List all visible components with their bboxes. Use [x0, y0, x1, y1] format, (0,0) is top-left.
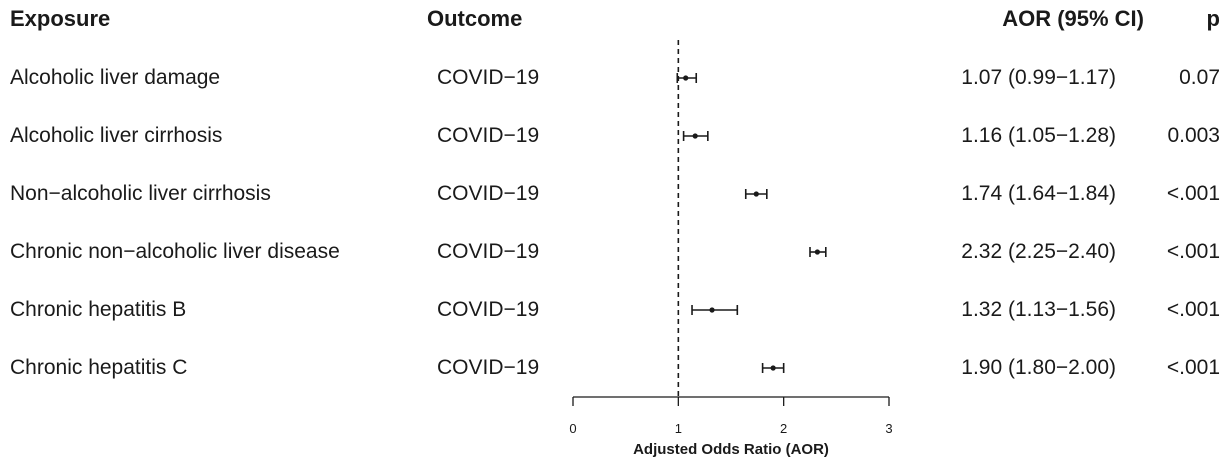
p-value-cell: <.001	[1166, 240, 1220, 263]
point-estimate	[683, 75, 689, 81]
exposure-cell: Alcoholic liver damage	[10, 66, 221, 89]
point-estimate	[709, 307, 715, 313]
exposure-header: Exposure	[10, 6, 111, 31]
outcome-cell: COVID−19	[437, 66, 540, 89]
aor-header: AOR (95% CI)	[1002, 6, 1144, 31]
exposure-cell: Chronic hepatitis B	[10, 298, 187, 321]
aor-cell: 1.16 (1.05−1.28)	[961, 124, 1116, 147]
point-estimate	[770, 365, 776, 371]
aor-cell: 1.74 (1.64−1.84)	[961, 182, 1116, 205]
x-tick-label: 1	[675, 421, 682, 436]
p-value-cell: 0.003	[1167, 124, 1220, 147]
p-value-cell: <.001	[1166, 298, 1220, 321]
exposure-cell: Chronic non−alcoholic liver disease	[10, 240, 340, 263]
exposure-cell: Chronic hepatitis C	[10, 356, 188, 379]
point-estimate	[814, 249, 820, 255]
outcome-cell: COVID−19	[437, 356, 540, 379]
exposure-cell: Non−alcoholic liver cirrhosis	[10, 182, 271, 205]
aor-cell: 1.07 (0.99−1.17)	[961, 66, 1116, 89]
aor-cell: 1.32 (1.13−1.56)	[961, 298, 1116, 321]
outcome-cell: COVID−19	[437, 240, 540, 263]
p-value-cell: 0.07	[1179, 66, 1220, 89]
x-tick-label: 2	[780, 421, 787, 436]
x-axis-label: Adjusted Odds Ratio (AOR)	[633, 441, 829, 458]
outcome-header: Outcome	[427, 6, 523, 31]
x-tick-label: 0	[569, 421, 576, 436]
aor-cell: 1.90 (1.80−2.00)	[961, 356, 1116, 379]
outcome-cell: COVID−19	[437, 124, 540, 147]
x-tick-label: 3	[885, 421, 892, 436]
point-estimate	[753, 191, 759, 197]
outcome-cell: COVID−19	[437, 298, 540, 321]
p-value-cell: <.001	[1166, 356, 1220, 379]
aor-cell: 2.32 (2.25−2.40)	[961, 240, 1116, 263]
p-value-cell: <.001	[1166, 182, 1220, 205]
outcome-cell: COVID−19	[437, 182, 540, 205]
point-estimate	[692, 133, 698, 139]
exposure-cell: Alcoholic liver cirrhosis	[10, 124, 223, 147]
p-header: p	[1206, 6, 1220, 31]
